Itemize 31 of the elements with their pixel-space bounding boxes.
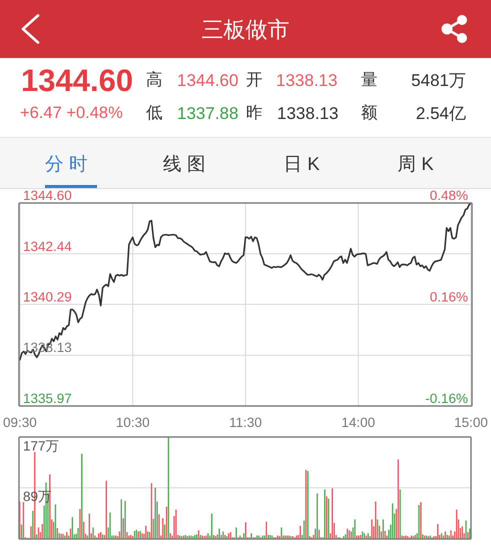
text: 周K [397, 152, 439, 174]
text: 2.54亿 [416, 104, 466, 123]
y-tick-label: 1344.60 [23, 188, 72, 203]
text: 开 [246, 71, 263, 90]
text: 1338.13 [276, 70, 338, 90]
text: 高 [146, 71, 163, 90]
y-tick-label: 177万 [23, 438, 60, 454]
text: 1344.60 [177, 70, 238, 90]
y2-tick-label: -0.16% [425, 391, 468, 406]
x-tick-label: 15:00 [454, 415, 488, 430]
x-tick-label: 14:00 [341, 415, 376, 430]
y2-tick-label: 0.48% [430, 188, 468, 203]
x-tick-label: 09:30 [3, 415, 37, 430]
text: 低 [146, 104, 163, 122]
text: 线图 [163, 152, 211, 174]
x-tick-label: 10:30 [116, 415, 150, 430]
x-tick-label: 11:30 [229, 415, 262, 430]
y-tick-label: 1342.44 [23, 238, 72, 254]
y-tick-label: 1335.97 [23, 391, 72, 406]
text: 分时 [45, 152, 93, 174]
text: 5481万 [411, 70, 466, 90]
text: 日K [283, 152, 325, 174]
text: 1338.13 [277, 104, 338, 123]
y-tick-label: 1340.29 [23, 289, 72, 304]
text: +6.47 +0.48% [20, 104, 123, 122]
y2-tick-label: 0.16% [430, 290, 468, 304]
chart-title: 三板做市 [202, 17, 290, 42]
text: 量 [361, 71, 378, 90]
text: 昨 [246, 104, 263, 122]
text: 1337.88 [177, 104, 238, 123]
text: 额 [361, 104, 378, 122]
